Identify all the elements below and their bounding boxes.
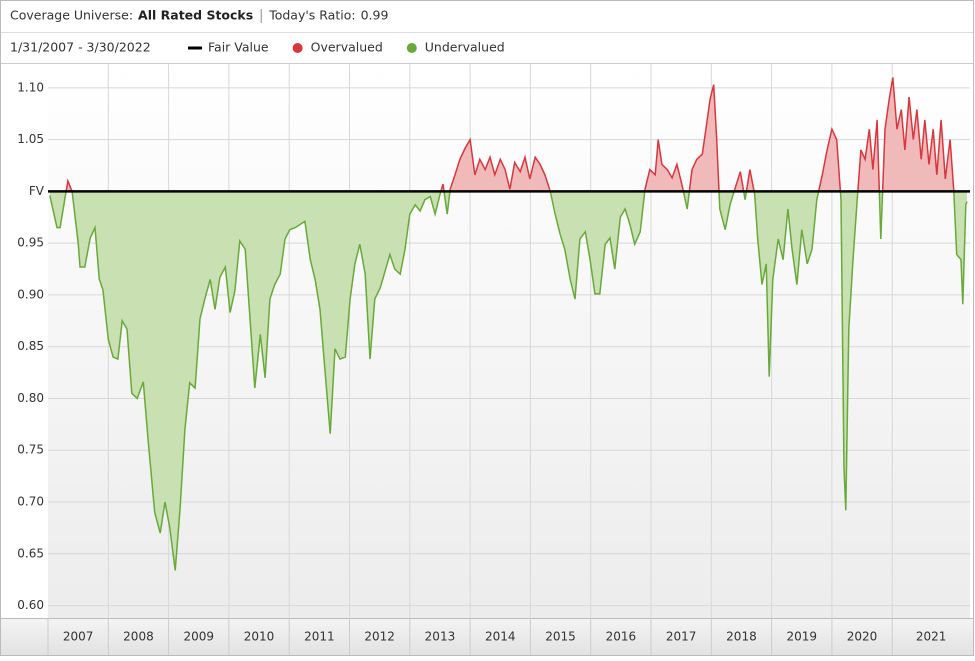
plot-background [48,64,970,618]
legend-dot [292,43,303,53]
x-tick-label: 2019 [786,630,817,644]
x-tick-label: 2021 [916,630,947,644]
y-tick-label: 0.75 [17,443,44,457]
overvalued-line [65,77,955,192]
x-tick-label: 2012 [364,630,395,644]
undervalued-area [49,191,967,571]
overvalued-area [49,77,967,192]
x-tick-label: 2010 [244,630,275,644]
legend-label: Fair Value [208,40,269,55]
y-tick-label: 1.05 [17,132,44,146]
y-tick-label: 0.85 [17,339,44,353]
legend-label: Undervalued [425,40,505,55]
legend: Fair Value Overvalued Undervalued [188,40,505,55]
y-tick-label: 0.65 [17,546,44,560]
grid [48,64,970,618]
header-label: Coverage Universe: [10,8,133,23]
y-tick-label: 0.80 [17,391,44,405]
y-tick-label: FV [29,184,45,198]
x-tick-label: 2018 [726,630,757,644]
x-tick-label: 2014 [485,630,516,644]
x-axis-band [1,618,973,655]
x-tick-label: 2007 [63,630,94,644]
y-tick-label: 1.10 [17,80,44,94]
y-tick-label: 0.60 [17,598,44,612]
x-tick-label: 2008 [123,630,154,644]
x-tick-label: 2011 [304,630,335,644]
legend-dot [406,43,417,53]
x-tick-label: 2009 [183,630,214,644]
header-ratio-label: Today's Ratio: [268,8,355,23]
legend-label: Overvalued [311,40,383,55]
header-ratio: 0.99 [361,8,389,23]
undervalued-line [49,191,968,571]
x-tick-label: 2013 [425,630,456,644]
x-tick-label: 2020 [847,630,878,644]
y-tick-label: 0.70 [17,495,44,509]
x-tick-label: 2016 [606,630,637,644]
y-tick-label: 0.95 [17,236,44,250]
x-tick-label: 2017 [666,630,697,644]
header-universe: All Rated Stocks [138,8,253,23]
date-range: 1/31/2007 - 3/30/2022 [10,40,151,55]
y-tick-label: 0.90 [17,287,44,301]
x-tick-label: 2015 [545,630,576,644]
